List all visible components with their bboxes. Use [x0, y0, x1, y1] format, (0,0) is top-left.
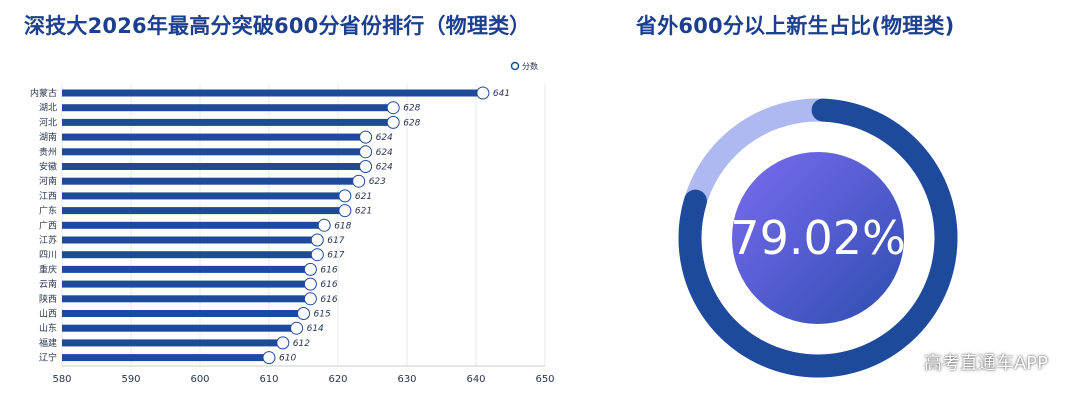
bar-end-marker [386, 101, 400, 115]
bar-end-marker [338, 204, 352, 218]
category-label: 辽宁 [39, 352, 57, 364]
category-label: 广西 [39, 219, 57, 231]
bar [62, 324, 297, 332]
bar [62, 89, 483, 97]
bar-end-marker [476, 86, 490, 100]
value-label: 612 [293, 339, 310, 349]
donut-center-disc [732, 152, 904, 324]
bar-end-marker [303, 262, 317, 276]
donut-chart-title: 省外600分以上新生占比(物理类) [636, 14, 955, 38]
bar-chart-title: 深技大2026年最高分突破600分省份排行（物理类） [24, 14, 531, 38]
value-label: 617 [327, 251, 344, 261]
bar [62, 104, 394, 112]
x-tick-label: 580 [52, 374, 71, 385]
category-label: 重庆 [39, 263, 57, 275]
value-label: 628 [403, 118, 420, 128]
value-label: 641 [493, 89, 510, 99]
value-label: 615 [314, 310, 331, 320]
bar [62, 177, 359, 185]
category-label: 江西 [39, 191, 57, 202]
bar [62, 221, 325, 229]
bar-end-marker [310, 233, 324, 247]
bar [62, 280, 311, 288]
category-label: 湖北 [39, 103, 57, 114]
value-label: 610 [279, 354, 296, 364]
bar [62, 295, 311, 303]
bar [62, 251, 318, 259]
value-label: 614 [307, 324, 324, 334]
bar [62, 310, 304, 317]
category-label: 贵州 [39, 146, 57, 158]
watermark: 高考直通车APP [923, 353, 1048, 374]
bar-end-marker [386, 115, 400, 129]
x-tick-label: 610 [259, 374, 278, 385]
category-label: 河北 [39, 116, 57, 128]
bar-end-marker [297, 307, 310, 320]
bar-end-marker [352, 174, 366, 188]
category-label: 安徽 [39, 161, 57, 173]
category-label: 四川 [39, 251, 57, 261]
legend-marker [510, 61, 520, 71]
category-label: 云南 [39, 278, 57, 290]
bar-end-marker [262, 351, 276, 365]
x-tick-label: 620 [328, 374, 347, 385]
value-label: 616 [320, 280, 337, 290]
bar [62, 192, 345, 200]
x-tick-label: 600 [190, 374, 209, 385]
bar-end-marker [317, 218, 331, 232]
category-label: 内蒙古 [30, 87, 57, 99]
category-label: 山西 [39, 309, 57, 320]
category-label: 江苏 [39, 234, 57, 246]
category-label: 广东 [39, 205, 57, 217]
value-label: 621 [355, 207, 372, 217]
bar-end-marker [338, 189, 352, 203]
bar-end-marker [359, 160, 373, 173]
category-label: 陕西 [39, 293, 57, 305]
value-label: 624 [376, 148, 393, 158]
bar [62, 148, 366, 156]
bar [62, 118, 394, 126]
value-label: 617 [327, 236, 344, 246]
value-label: 624 [376, 133, 393, 143]
x-tick-label: 630 [397, 374, 416, 385]
bar-end-marker [310, 248, 324, 262]
bar [62, 163, 366, 170]
donut-primary-arc [678, 98, 958, 378]
value-label: 628 [403, 104, 420, 114]
bar-end-marker [359, 145, 373, 159]
x-tick-label: 590 [121, 374, 140, 385]
x-tick-label: 650 [535, 374, 554, 385]
category-label: 湖南 [39, 131, 57, 143]
bar-end-marker [359, 130, 373, 144]
bar-end-marker [303, 277, 317, 291]
bar-end-marker [303, 292, 317, 306]
value-label: 616 [320, 265, 337, 275]
bar [62, 236, 318, 244]
bar [62, 339, 283, 347]
donut-value-label: 79.02% [730, 211, 905, 265]
bar [62, 354, 269, 362]
value-label: 623 [369, 177, 386, 187]
value-label: 618 [334, 221, 351, 231]
legend-label: 分数 [522, 61, 538, 71]
bar [62, 207, 345, 215]
bar [62, 133, 366, 141]
category-label: 河南 [39, 175, 57, 187]
bar-end-marker [276, 336, 290, 350]
category-label: 福建 [39, 337, 57, 349]
value-label: 624 [376, 163, 393, 173]
value-label: 616 [320, 295, 337, 305]
bar [62, 265, 311, 273]
bar-end-marker [290, 321, 304, 335]
value-label: 621 [355, 192, 372, 202]
category-label: 山东 [39, 322, 57, 334]
x-tick-label: 640 [466, 374, 485, 385]
